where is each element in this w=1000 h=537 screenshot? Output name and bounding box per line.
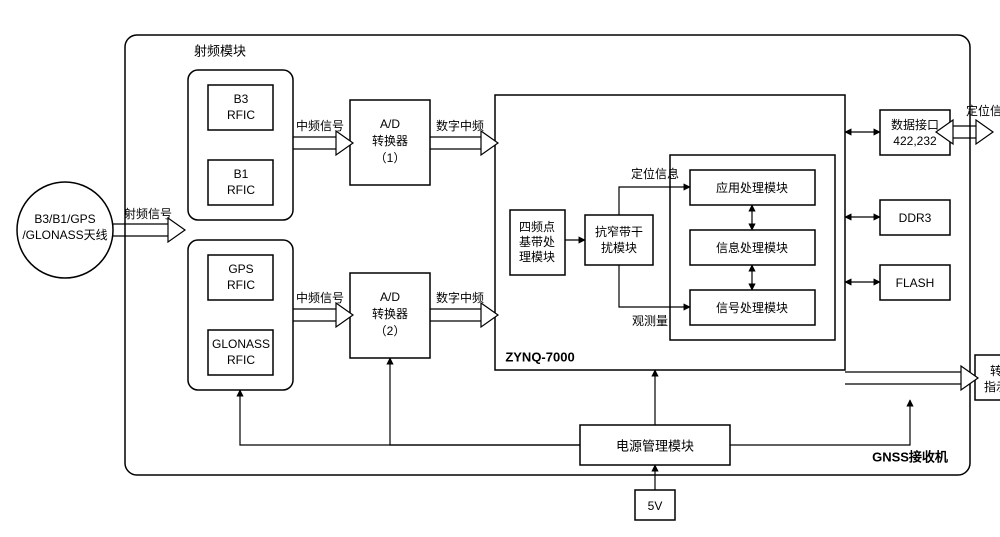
svg-text:FLASH: FLASH xyxy=(896,276,935,290)
rf-module-title: 射频模块 xyxy=(194,43,246,58)
svg-text:RFIC: RFIC xyxy=(227,108,255,122)
svg-text:抗窄带干: 抗窄带干 xyxy=(595,224,643,239)
svg-text:RFIC: RFIC xyxy=(227,183,255,197)
svg-text:A/D: A/D xyxy=(380,117,400,131)
gnss-block-diagram: GNSS接收机 B3/B1/GPS /GLONASS天线 射频信号 射频模块 B… xyxy=(10,10,1000,527)
svg-text:B1: B1 xyxy=(234,167,249,181)
svg-text:中频信号: 中频信号 xyxy=(296,118,344,133)
svg-text:应用处理模块: 应用处理模块 xyxy=(716,180,788,195)
svg-text:422,232: 422,232 xyxy=(893,134,937,148)
svg-text:5V: 5V xyxy=(648,499,663,513)
svg-text:RFIC: RFIC xyxy=(227,353,255,367)
svg-text:理模块: 理模块 xyxy=(519,250,555,264)
svg-text:电源管理模块: 电源管理模块 xyxy=(616,438,694,453)
zynq-label: ZYNQ-7000 xyxy=(505,349,574,364)
svg-text:转换器: 转换器 xyxy=(372,133,408,148)
svg-text:转态: 转态 xyxy=(990,363,1000,378)
svg-text:观测量: 观测量 xyxy=(632,314,668,328)
svg-text:数字中频: 数字中频 xyxy=(436,290,484,305)
antenna-label-2: /GLONASS天线 xyxy=(22,228,107,242)
antijam-node xyxy=(585,215,653,265)
svg-text:定位信息: 定位信息 xyxy=(631,166,679,181)
svg-text:四频点: 四频点 xyxy=(519,220,555,234)
svg-text:（1）: （1） xyxy=(375,151,406,165)
svg-text:（2）: （2） xyxy=(375,324,406,338)
svg-text:扰模块: 扰模块 xyxy=(601,241,637,255)
svg-text:转换器: 转换器 xyxy=(372,306,408,321)
svg-text:GPS: GPS xyxy=(228,262,253,276)
svg-text:定位信息: 定位信息 xyxy=(966,103,1000,118)
svg-text:数据接口: 数据接口 xyxy=(891,117,939,132)
svg-text:GLONASS: GLONASS xyxy=(212,337,270,351)
svg-text:指示灯: 指示灯 xyxy=(984,379,1000,394)
svg-text:信号处理模块: 信号处理模块 xyxy=(716,301,788,315)
antenna-label-1: B3/B1/GPS xyxy=(34,212,95,226)
svg-text:中频信号: 中频信号 xyxy=(296,290,344,305)
rf-signal-label: 射频信号 xyxy=(124,206,172,221)
svg-text:DDR3: DDR3 xyxy=(899,211,932,225)
svg-text:B3: B3 xyxy=(234,92,249,106)
svg-text:RFIC: RFIC xyxy=(227,278,255,292)
svg-text:基带处: 基带处 xyxy=(519,235,555,249)
svg-text:A/D: A/D xyxy=(380,290,400,304)
svg-text:信息处理模块: 信息处理模块 xyxy=(716,240,788,255)
receiver-label: GNSS接收机 xyxy=(872,449,948,464)
svg-text:数字中频: 数字中频 xyxy=(436,118,484,133)
